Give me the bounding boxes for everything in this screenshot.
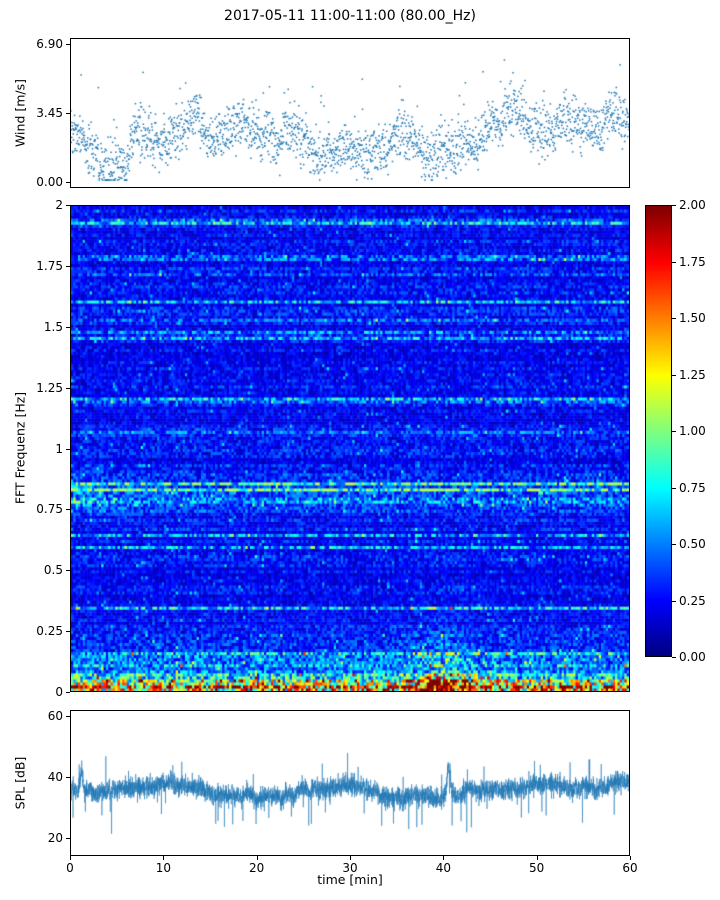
tick-mark	[672, 600, 676, 602]
tick-mark	[66, 113, 70, 114]
tick-mark	[66, 387, 70, 389]
tick-mark	[66, 509, 70, 511]
tick-mark	[350, 856, 351, 860]
tick-mark	[672, 657, 676, 658]
tick-label: 0.75	[679, 480, 706, 495]
tick-mark	[66, 265, 70, 267]
spectrogram-canvas	[71, 206, 629, 691]
x-axis-label: time [min]	[317, 872, 383, 887]
colorbar-canvas	[646, 206, 671, 656]
tick-mark	[66, 182, 70, 183]
tick-mark	[672, 431, 676, 432]
tick-mark	[70, 856, 71, 860]
tick-mark	[630, 856, 631, 860]
tick-label: 1.75	[36, 258, 63, 273]
tick-label: 60	[47, 709, 63, 724]
tick-label: 1	[55, 441, 63, 456]
tick-label: 20	[47, 830, 63, 845]
tick-mark	[672, 205, 676, 206]
spl-plot-area	[70, 710, 630, 856]
tick-mark	[66, 570, 70, 572]
tick-label: 1.25	[36, 380, 63, 395]
tick-mark	[443, 856, 445, 860]
tick-mark	[672, 374, 676, 376]
tick-mark	[163, 856, 165, 860]
chart-title: 2017-05-11 11:00-11:00 (80.00_Hz)	[224, 8, 476, 24]
tick-mark	[256, 856, 258, 860]
spl-line-canvas	[71, 711, 629, 855]
tick-label: 40	[47, 769, 63, 784]
tick-mark	[66, 205, 70, 206]
tick-mark	[66, 44, 70, 45]
tick-label: 40	[435, 861, 451, 875]
tick-mark	[672, 544, 676, 545]
tick-label: 10	[155, 861, 171, 875]
tick-mark	[66, 631, 70, 633]
wind-y-axis-label: Wind [m/s]	[12, 78, 28, 148]
tick-label: 6.90	[36, 37, 63, 51]
tick-mark	[66, 692, 70, 693]
colorbar	[645, 205, 672, 657]
tick-label: 2	[55, 198, 63, 212]
tick-label: 1.75	[679, 254, 706, 269]
tick-label: 0.00	[36, 175, 63, 189]
tick-label: 20	[249, 861, 265, 875]
tick-label: 3.45	[36, 106, 63, 120]
tick-label: 0	[66, 861, 74, 875]
tick-mark	[66, 776, 70, 778]
fft-y-axis-label: FFT Frequenz [Hz]	[12, 391, 28, 505]
tick-label: 0.00	[679, 650, 706, 664]
tick-label: 0.5	[43, 563, 63, 578]
spectrogram-plot-area	[70, 205, 630, 692]
tick-mark	[66, 448, 70, 450]
spl-y-axis-label: SPL [dB]	[12, 756, 28, 810]
tick-mark	[66, 326, 70, 328]
tick-label: 1.25	[679, 367, 706, 382]
tick-label: 30	[342, 861, 358, 875]
tick-mark	[536, 856, 538, 860]
tick-label: 0.25	[679, 593, 706, 608]
tick-label: 0	[55, 685, 63, 699]
tick-label: 1.50	[679, 311, 706, 325]
tick-label: 0.75	[36, 502, 63, 517]
tick-mark	[672, 487, 676, 489]
tick-label: 60	[622, 861, 638, 875]
wind-plot-area	[70, 38, 630, 188]
tick-label: 2.00	[679, 198, 706, 212]
tick-mark	[66, 837, 70, 839]
tick-label: 0.25	[36, 624, 63, 639]
tick-label: 0.50	[679, 537, 706, 551]
tick-mark	[672, 261, 676, 263]
tick-label: 1.00	[679, 424, 706, 438]
tick-mark	[672, 318, 676, 319]
tick-label: 1.5	[43, 319, 63, 334]
tick-mark	[66, 716, 70, 718]
wind-scatter-canvas	[71, 39, 629, 187]
tick-label: 50	[529, 861, 545, 875]
